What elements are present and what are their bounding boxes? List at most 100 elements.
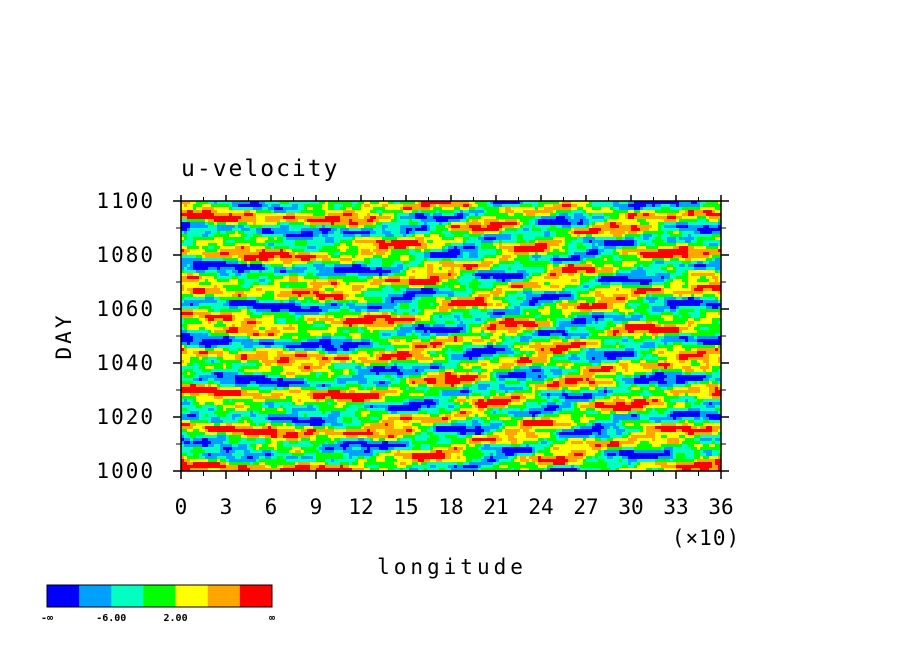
heatmap-cell bbox=[673, 387, 688, 391]
heatmap-cell bbox=[445, 468, 451, 471]
heatmap-cell bbox=[181, 249, 184, 253]
heatmap-cell bbox=[337, 348, 343, 352]
heatmap-cell bbox=[679, 237, 694, 241]
heatmap-cell bbox=[451, 222, 466, 226]
heatmap-cell bbox=[280, 375, 286, 379]
heatmap-cell bbox=[589, 279, 595, 283]
heatmap-cell bbox=[181, 276, 187, 280]
heatmap-cell bbox=[325, 324, 331, 328]
heatmap-cell bbox=[403, 402, 409, 406]
heatmap-cell bbox=[472, 357, 478, 361]
heatmap-cell bbox=[613, 408, 631, 412]
heatmap-cell bbox=[235, 405, 244, 409]
heatmap-cell bbox=[187, 216, 241, 220]
colorbar-label: -∞ bbox=[41, 613, 53, 624]
heatmap-cell bbox=[592, 312, 604, 316]
heatmap-cell bbox=[514, 363, 517, 367]
heatmap-cell bbox=[646, 333, 652, 337]
heatmap-cell bbox=[637, 225, 652, 229]
heatmap-cell bbox=[655, 273, 670, 277]
heatmap-cell bbox=[562, 267, 595, 271]
heatmap-cell bbox=[673, 315, 679, 319]
heatmap-cell bbox=[526, 435, 538, 439]
heatmap-cell bbox=[271, 369, 283, 373]
heatmap-cell bbox=[409, 444, 415, 448]
heatmap-cell bbox=[649, 390, 664, 394]
heatmap-cell bbox=[496, 459, 499, 463]
heatmap-cell bbox=[559, 249, 565, 253]
heatmap-cell bbox=[421, 225, 427, 229]
heatmap-cell bbox=[523, 312, 526, 316]
heatmap-cell bbox=[571, 402, 574, 406]
heatmap-cell bbox=[370, 369, 400, 373]
heatmap-cell bbox=[691, 294, 694, 298]
heatmap-cell bbox=[247, 273, 274, 277]
heatmap-cell bbox=[247, 447, 253, 451]
heatmap-cell bbox=[187, 324, 214, 328]
heatmap-cell bbox=[529, 318, 535, 322]
heatmap-cell bbox=[688, 243, 703, 247]
heatmap-cell bbox=[223, 258, 238, 262]
heatmap-cell bbox=[409, 213, 415, 217]
heatmap-cell bbox=[211, 420, 223, 424]
heatmap-cell bbox=[340, 345, 358, 349]
heatmap-cell bbox=[328, 327, 337, 331]
heatmap-cell bbox=[652, 309, 664, 313]
heatmap-cell bbox=[535, 315, 541, 319]
heatmap-cell bbox=[421, 372, 424, 376]
heatmap-cell bbox=[691, 372, 706, 376]
heatmap-cell bbox=[385, 252, 391, 256]
heatmap-cell bbox=[268, 417, 298, 421]
heatmap-cell bbox=[232, 270, 238, 274]
heatmap-cell bbox=[667, 405, 673, 409]
heatmap-cell bbox=[307, 330, 337, 334]
heatmap-cell bbox=[181, 228, 187, 232]
heatmap-cell bbox=[301, 399, 316, 403]
heatmap-cell bbox=[397, 435, 403, 439]
heatmap-cell bbox=[550, 435, 556, 439]
heatmap-cell bbox=[364, 405, 370, 409]
heatmap-cell bbox=[247, 390, 259, 394]
heatmap-cell bbox=[430, 465, 436, 469]
heatmap-cell bbox=[622, 339, 628, 343]
heatmap-cell bbox=[718, 387, 721, 391]
heatmap-cell bbox=[541, 417, 550, 421]
heatmap-cell bbox=[190, 468, 208, 471]
heatmap-cell bbox=[313, 432, 319, 436]
heatmap-cell bbox=[289, 450, 295, 454]
heatmap-cell bbox=[622, 246, 637, 250]
heatmap-cell bbox=[481, 468, 511, 471]
heatmap-cell bbox=[391, 351, 397, 355]
heatmap-cell bbox=[313, 279, 316, 283]
heatmap-cell bbox=[526, 444, 529, 448]
heatmap-cell bbox=[439, 408, 445, 412]
heatmap-cell bbox=[190, 450, 205, 454]
heatmap-cell bbox=[490, 429, 496, 433]
heatmap-cell bbox=[484, 324, 490, 328]
heatmap-cell bbox=[604, 330, 607, 334]
heatmap-cell bbox=[556, 432, 559, 436]
heatmap-cell bbox=[658, 399, 661, 403]
heatmap-cell bbox=[493, 309, 520, 313]
heatmap-field bbox=[181, 201, 721, 471]
heatmap-cell bbox=[274, 315, 295, 319]
heatmap-cell bbox=[181, 435, 184, 439]
heatmap-cell bbox=[700, 441, 712, 445]
heatmap-cell bbox=[190, 435, 196, 439]
heatmap-cell bbox=[250, 249, 256, 253]
heatmap-cell bbox=[241, 273, 247, 277]
heatmap-cell bbox=[655, 426, 691, 430]
heatmap-cell bbox=[199, 315, 205, 319]
heatmap-cell bbox=[199, 429, 205, 433]
heatmap-cell bbox=[289, 441, 298, 445]
heatmap-cell bbox=[463, 240, 466, 244]
heatmap-cell bbox=[400, 393, 409, 397]
heatmap-cell bbox=[502, 447, 532, 451]
heatmap-cell bbox=[361, 339, 370, 343]
heatmap-cell bbox=[463, 342, 472, 346]
heatmap-cell bbox=[310, 390, 328, 394]
heatmap-cell bbox=[631, 315, 643, 319]
heatmap-cell bbox=[397, 237, 415, 241]
heatmap-cell bbox=[682, 342, 697, 346]
